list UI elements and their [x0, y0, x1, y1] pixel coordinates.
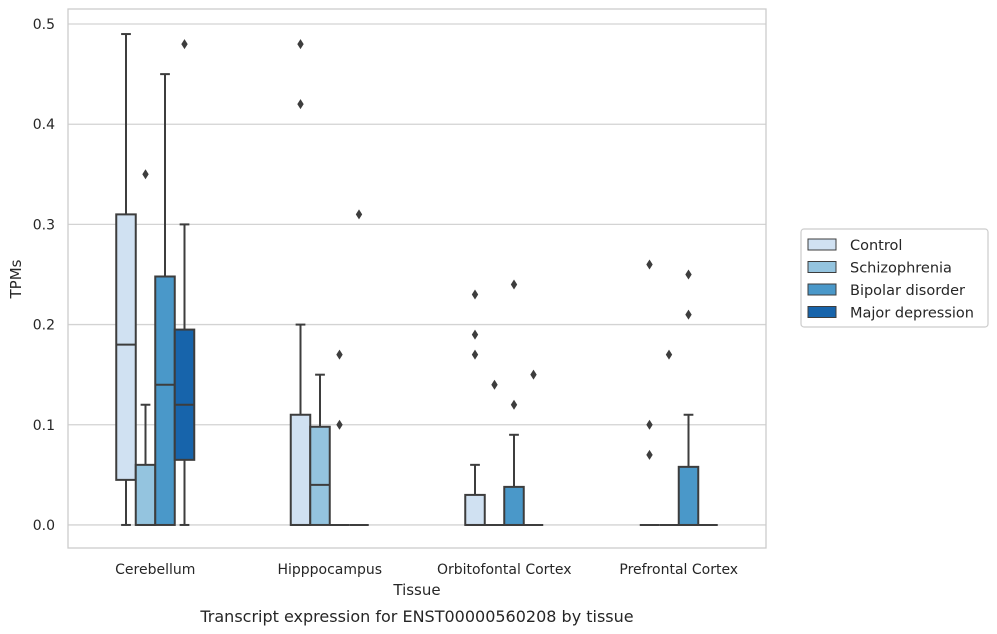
- plot-frame: [67, 8, 767, 549]
- outlier-point: [510, 279, 518, 290]
- outlier-point: [297, 99, 304, 110]
- outlier-point: [142, 169, 149, 180]
- box-schizophrenia: [309, 373, 331, 526]
- legend-frame: [800, 228, 989, 328]
- x-axis-label: Tissue: [392, 581, 440, 599]
- outlier-point: [471, 289, 479, 300]
- legend-label: Bipolar disorder: [850, 283, 965, 299]
- box-body: [134, 463, 157, 526]
- box-schizophrenia: [484, 379, 505, 526]
- box-major-depression: [173, 39, 196, 526]
- outlier-point: [646, 449, 653, 460]
- box-groups: [115, 33, 718, 526]
- outlier-point: [646, 419, 653, 430]
- box-control: [115, 33, 137, 526]
- outlier-point: [181, 39, 188, 50]
- legend-swatch: [807, 283, 837, 296]
- y-tick-label: 0.5: [33, 17, 55, 33]
- x-tick-labels: Cerebellum Hipppocampus Orbitofontal Corte…: [115, 562, 738, 578]
- outlier-point: [355, 209, 363, 220]
- outlier-point: [646, 259, 653, 270]
- box-control: [464, 289, 486, 526]
- box-body: [115, 213, 137, 481]
- box-control: [289, 39, 312, 526]
- box-major-depression: [523, 369, 544, 526]
- y-tick-label: 0.4: [33, 117, 55, 133]
- box-bipolar-disorder: [154, 73, 176, 526]
- outlier-point: [336, 419, 343, 430]
- legend-swatch: [807, 238, 837, 251]
- outlier-point: [297, 39, 304, 50]
- legend-label: Major depression: [850, 306, 974, 322]
- outlier-point: [530, 369, 537, 380]
- x-tick-label: Hipppocampus: [277, 562, 382, 578]
- box-schizophrenia: [659, 349, 679, 526]
- box-body: [173, 328, 196, 461]
- box-bipolar-disorder: [329, 349, 350, 526]
- outlier-point: [336, 349, 343, 360]
- outlier-point: [471, 329, 479, 340]
- outlier-point: [471, 349, 479, 360]
- x-tick-label: Orbitofontal Cortex: [437, 562, 572, 578]
- box-major-depression: [349, 209, 369, 526]
- outlier-point: [665, 349, 673, 360]
- box-body: [309, 425, 331, 526]
- box-control: [639, 259, 660, 526]
- y-tick-labels: 0.0 0.1 0.2 0.3 0.4 0.5: [33, 17, 55, 534]
- box-bipolar-disorder: [677, 269, 700, 526]
- y-tick-label: 0.2: [33, 318, 55, 334]
- legend-label: Schizophrenia: [850, 261, 952, 277]
- box-bipolar-disorder: [503, 279, 525, 526]
- y-tick-label: 0.1: [33, 418, 55, 434]
- outlier-point: [510, 399, 518, 410]
- box-body: [677, 465, 700, 526]
- y-axis-label: TPMs: [7, 259, 25, 299]
- y-tick-label: 0.0: [33, 518, 55, 534]
- box-body: [503, 485, 525, 526]
- x-tick-label: Cerebellum: [115, 562, 195, 578]
- legend-swatch: [807, 306, 837, 318]
- outlier-point: [685, 309, 692, 320]
- box-body: [464, 493, 486, 526]
- box-body: [289, 413, 312, 526]
- outlier-point: [685, 269, 692, 280]
- x-tick-label: Prefrontal Cortex: [619, 562, 738, 578]
- legend-label: Control: [850, 238, 902, 254]
- chart-caption: Transcript expression for ENST0000056020…: [199, 607, 633, 626]
- legend: Control Schizophrenia Bipolar disorder Majo…: [800, 228, 989, 328]
- legend-swatch: [807, 261, 837, 273]
- y-tick-label: 0.3: [33, 217, 55, 233]
- outlier-point: [491, 379, 498, 390]
- box-body: [154, 275, 176, 526]
